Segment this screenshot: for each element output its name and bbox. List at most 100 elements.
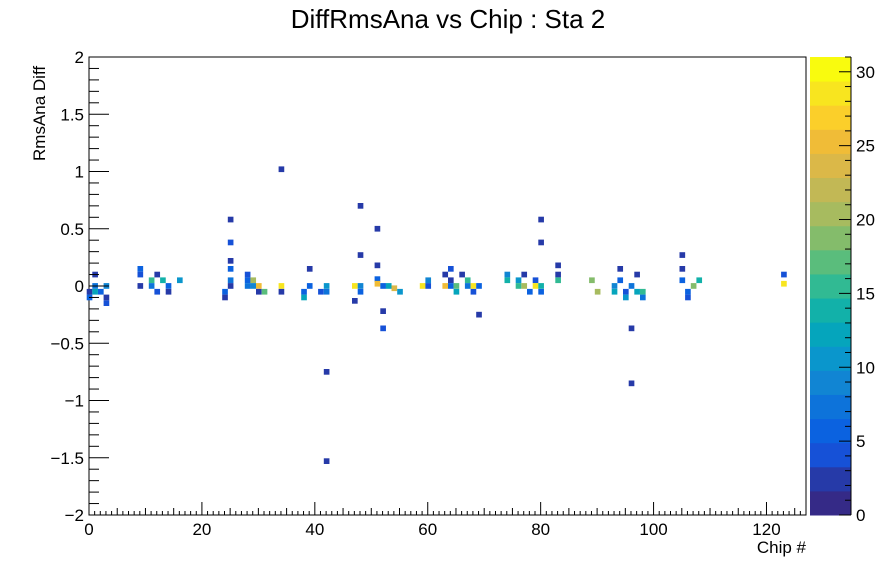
data-cell xyxy=(589,277,595,284)
data-cell xyxy=(448,266,454,272)
palette-swatch xyxy=(810,273,851,299)
data-cell xyxy=(165,283,172,289)
data-cell xyxy=(165,288,172,295)
y-axis-label: RmsAna Diff xyxy=(30,66,49,161)
data-cell xyxy=(227,216,234,223)
data-cell xyxy=(352,298,358,304)
data-cell xyxy=(628,325,635,332)
x-tick-label: 120 xyxy=(752,520,780,539)
data-cells xyxy=(86,166,787,464)
data-cell xyxy=(256,288,262,295)
data-cell xyxy=(323,369,330,375)
data-cell xyxy=(464,277,471,284)
data-cell xyxy=(374,262,381,269)
data-cell xyxy=(244,271,251,278)
y-tick-label: −1 xyxy=(65,392,84,411)
data-cell xyxy=(459,271,465,278)
palette-swatch xyxy=(810,177,851,203)
palette-swatch xyxy=(810,225,851,251)
data-cell xyxy=(538,216,544,223)
data-cell xyxy=(103,294,110,301)
data-cell xyxy=(685,288,691,295)
data-cell xyxy=(222,294,228,301)
palette-swatch xyxy=(810,322,851,347)
data-cell xyxy=(357,283,364,289)
data-cell xyxy=(385,283,392,289)
data-cell xyxy=(250,283,257,289)
data-cell xyxy=(464,283,471,289)
data-cell xyxy=(137,266,144,272)
data-cell xyxy=(470,283,477,289)
data-cell xyxy=(532,283,539,289)
color-palette: 0 5 10 15 20 25 30 xyxy=(810,56,875,525)
data-cell xyxy=(227,258,234,264)
data-cell xyxy=(227,239,234,246)
y-tick-label: 1.5 xyxy=(60,105,84,124)
palette-swatch xyxy=(810,370,851,395)
data-cell xyxy=(425,283,432,289)
data-cell xyxy=(323,283,330,289)
data-cell xyxy=(244,283,251,289)
y-tick-label: −0.5 xyxy=(50,334,84,353)
data-cell xyxy=(419,283,426,289)
palette-swatch xyxy=(810,249,851,275)
data-cell xyxy=(623,294,629,301)
data-cell xyxy=(380,325,386,332)
z-tick-label: 15 xyxy=(856,284,875,303)
z-tick-label: 5 xyxy=(856,432,865,451)
data-cell xyxy=(306,283,313,289)
data-cell xyxy=(781,280,787,287)
data-cell xyxy=(504,271,511,278)
data-cell xyxy=(685,294,691,301)
data-cell xyxy=(380,308,386,314)
z-tick-label: 30 xyxy=(856,63,875,82)
palette-swatch xyxy=(810,201,851,227)
data-cell xyxy=(442,283,449,289)
x-tick-label: 100 xyxy=(639,520,667,539)
data-cell xyxy=(628,380,635,387)
data-cell xyxy=(425,277,432,284)
data-cell xyxy=(380,283,386,289)
data-cell xyxy=(640,294,646,301)
palette-swatch xyxy=(810,442,851,468)
data-cell xyxy=(148,283,155,289)
data-cell xyxy=(527,288,533,295)
data-cell xyxy=(504,277,511,284)
palette-swatch xyxy=(810,490,851,516)
data-cell xyxy=(453,288,460,295)
data-cell xyxy=(227,266,234,272)
data-cell xyxy=(137,271,144,278)
chart-title: DiffRmsAna vs Chip : Sta 2 xyxy=(290,4,606,34)
x-tick-label: 20 xyxy=(192,520,211,539)
data-cell xyxy=(278,288,285,295)
data-cell xyxy=(222,288,228,295)
x-axis-label: Chip # xyxy=(757,538,807,557)
data-cell xyxy=(261,288,268,295)
data-cell xyxy=(323,458,330,464)
x-tick-label: 0 xyxy=(84,520,93,539)
data-cell xyxy=(154,271,161,278)
data-cell xyxy=(301,288,307,295)
y-tick-label: 2 xyxy=(75,48,84,67)
data-cell xyxy=(148,277,155,284)
data-cell xyxy=(357,252,364,258)
data-cell xyxy=(696,277,703,284)
data-cell xyxy=(617,277,624,284)
data-cell xyxy=(640,288,646,295)
y-tick-label: −1.5 xyxy=(50,449,84,468)
z-tick-label: 20 xyxy=(856,211,875,230)
z-tick-label: 0 xyxy=(856,506,865,525)
data-cell xyxy=(611,288,618,295)
data-cell xyxy=(442,271,449,278)
data-cell xyxy=(86,288,93,295)
data-cell xyxy=(318,288,324,295)
data-cell xyxy=(634,271,640,278)
data-cell xyxy=(521,283,528,289)
y-tick-label: −2 xyxy=(65,506,84,525)
data-cell xyxy=(306,266,313,272)
x-tick-label: 60 xyxy=(418,520,437,539)
data-cell xyxy=(617,266,624,272)
data-cell xyxy=(476,283,482,289)
data-cell xyxy=(256,283,262,289)
data-cell xyxy=(397,288,403,295)
